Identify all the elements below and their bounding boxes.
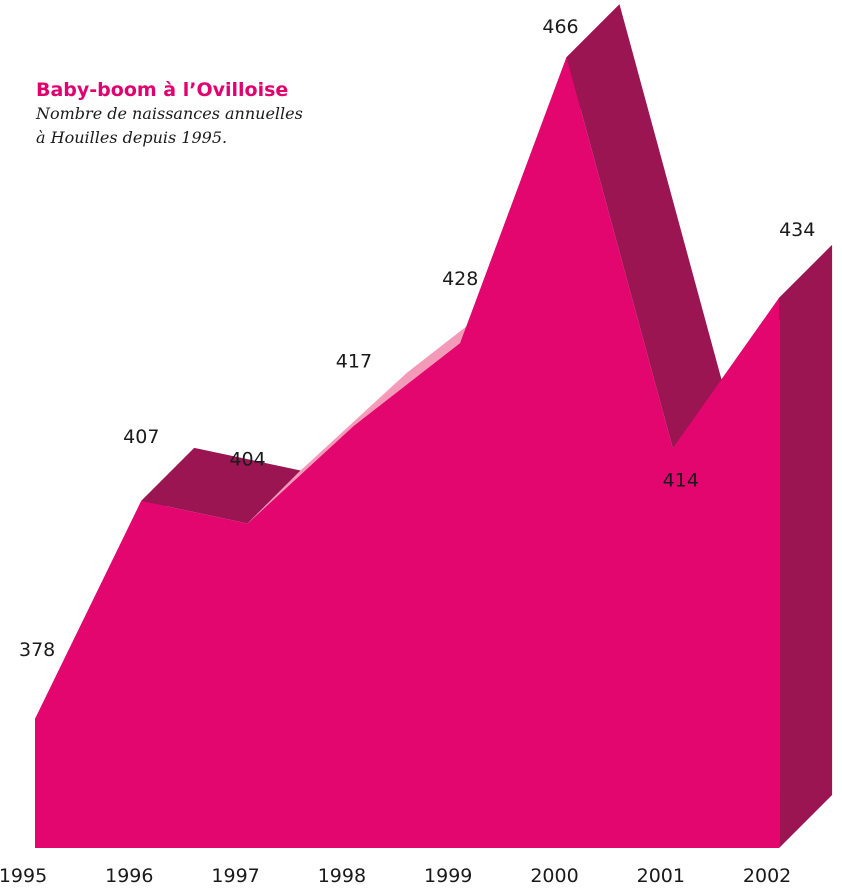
depth-face-end	[779, 244, 833, 848]
value-labels: 378 407 404 417 428 466 414 434	[19, 16, 815, 661]
data-label-2001: 414	[663, 469, 699, 491]
x-tick-label-2001: 2001	[637, 865, 685, 887]
chart-subtitle-line1: Nombre de naissances annuelles	[36, 104, 303, 123]
data-label-1995: 378	[19, 639, 55, 661]
depth-face-1997-1998	[247, 372, 407, 524]
depth-face-2000-2001	[566, 4, 726, 449]
data-label-1997: 404	[229, 449, 265, 471]
area-series	[35, 57, 780, 848]
chart-subtitle-line2: à Houilles depuis 1995.	[36, 128, 228, 147]
x-tick-label-2000: 2000	[530, 865, 578, 887]
data-label-1999: 428	[442, 268, 478, 290]
data-label-2002: 434	[779, 219, 815, 241]
chart-title: Baby-boom à l’Ovilloise	[36, 79, 289, 101]
depth-face-1996-1997	[141, 447, 301, 524]
x-tick-label-2002: 2002	[743, 865, 791, 887]
x-axis-tick-labels: 1995 1996 1997 1998 1999 2000 2001 2002	[0, 865, 791, 887]
x-tick-label-1996: 1996	[105, 865, 153, 887]
data-label-1998: 417	[336, 351, 372, 373]
x-tick-label-1998: 1998	[318, 865, 366, 887]
area-front-layer	[35, 57, 780, 848]
x-tick-label-1999: 1999	[424, 865, 472, 887]
data-label-2000: 466	[542, 16, 578, 38]
data-label-1996: 407	[123, 426, 159, 448]
title-block: Baby-boom à l’Ovilloise Nombre de naissa…	[36, 78, 396, 150]
x-tick-label-1997: 1997	[211, 865, 259, 887]
x-tick-label-1995: 1995	[0, 865, 47, 887]
